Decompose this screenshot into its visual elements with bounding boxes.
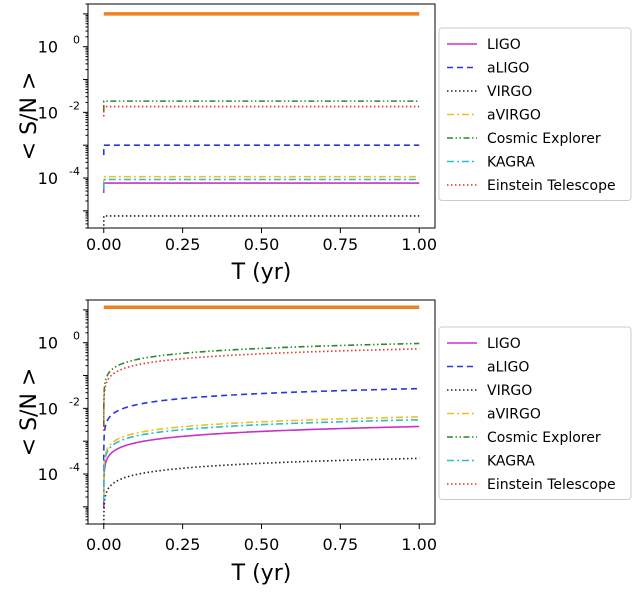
y-axis-label: < S/N >: [17, 72, 42, 161]
chart-1: 0.00 0.25 0.50 0.75 1.00 10 0 10 -2 10 -4 T (yr) < S…: [17, 3, 632, 285]
legend-label: LIGO: [487, 37, 521, 53]
y-tick-base: 10: [38, 38, 58, 57]
legend-label: aLIGO: [487, 360, 529, 376]
series-line-avirgo: [102, 416, 420, 499]
legend-label: KAGRA: [487, 454, 535, 470]
y-tick-label: 10 0: [38, 330, 80, 353]
legend-label: aVIRGO: [487, 108, 541, 124]
y-tick-label: 10 -4: [38, 461, 80, 484]
y-axis-label: < S/N >: [17, 368, 42, 457]
series-line-avirgo: [102, 175, 420, 187]
x-tick-label: 0.75: [323, 235, 359, 254]
y-tick-exponent: -2: [69, 99, 80, 112]
legend: LIGO aLIGO VIRGO aVIRGO Cosmic Explorer KAGRA…: [438, 326, 632, 500]
legend-label: Cosmic Explorer: [487, 430, 601, 446]
x-axis-label: T (yr): [231, 260, 292, 285]
legend-label: KAGRA: [487, 155, 535, 171]
series-line-cosmic-explorer: [102, 342, 420, 426]
series-line-virgo: [102, 215, 420, 226]
series-line-kagra: [102, 418, 420, 502]
series-group: [102, 12, 420, 226]
legend-box: [438, 326, 632, 500]
x-tick-label: 0.50: [244, 235, 280, 254]
x-axis-label: T (yr): [231, 561, 292, 586]
series-line-ligo: [102, 425, 420, 509]
series-line-einstein-telescope: [102, 105, 420, 117]
legend-label: VIRGO: [487, 383, 532, 399]
x-tick-label: 0.00: [86, 235, 122, 254]
y-tick-base: 10: [38, 334, 58, 353]
plot-frame: [87, 299, 436, 525]
series-group: [102, 305, 420, 524]
legend-box: [438, 27, 632, 201]
y-tick-exponent: 0: [73, 330, 80, 343]
x-tick-label: 1.00: [401, 535, 437, 554]
y-tick-exponent: -4: [69, 165, 80, 178]
legend: LIGO aLIGO VIRGO aVIRGO Cosmic Explorer KAGRA…: [438, 27, 632, 201]
x-tick-label: 0.25: [165, 235, 201, 254]
series-line-ligo: [102, 182, 420, 193]
legend-label: Cosmic Explorer: [487, 131, 601, 147]
x-tick-label: 0.00: [86, 535, 122, 554]
x-tick-label: 0.50: [244, 535, 280, 554]
legend-label: Einstein Telescope: [487, 477, 616, 493]
x-tick-label: 1.00: [401, 235, 437, 254]
x-tick-label: 0.25: [165, 535, 201, 554]
y-tick-label: 10 -4: [38, 165, 80, 188]
y-tick-base: 10: [38, 103, 58, 122]
y-tick-label: 10 0: [38, 34, 80, 57]
y-tick-base: 10: [38, 399, 58, 418]
x-tick-label: 0.75: [323, 535, 359, 554]
y-tick-label: 10 -2: [38, 99, 80, 122]
y-tick-exponent: 0: [73, 34, 80, 47]
legend-label: VIRGO: [487, 84, 532, 100]
legend-label: LIGO: [487, 336, 521, 352]
series-line-kagra: [102, 178, 420, 190]
legend-label: aVIRGO: [487, 407, 541, 423]
series-line-aligo: [102, 387, 420, 471]
legend-label: Einstein Telescope: [487, 178, 616, 194]
y-tick-exponent: -4: [69, 461, 80, 474]
y-tick-exponent: -2: [69, 395, 80, 408]
legend-label: aLIGO: [487, 61, 529, 77]
chart-2: 0.00 0.25 0.50 0.75 1.00 10 0 10 -2 10 -4 T (yr) < S…: [17, 299, 632, 586]
y-tick-base: 10: [38, 465, 58, 484]
plot-frame: [87, 3, 436, 229]
y-tick-base: 10: [38, 169, 58, 188]
series-line-aligo: [102, 144, 420, 156]
y-tick-label: 10 -2: [38, 395, 80, 418]
